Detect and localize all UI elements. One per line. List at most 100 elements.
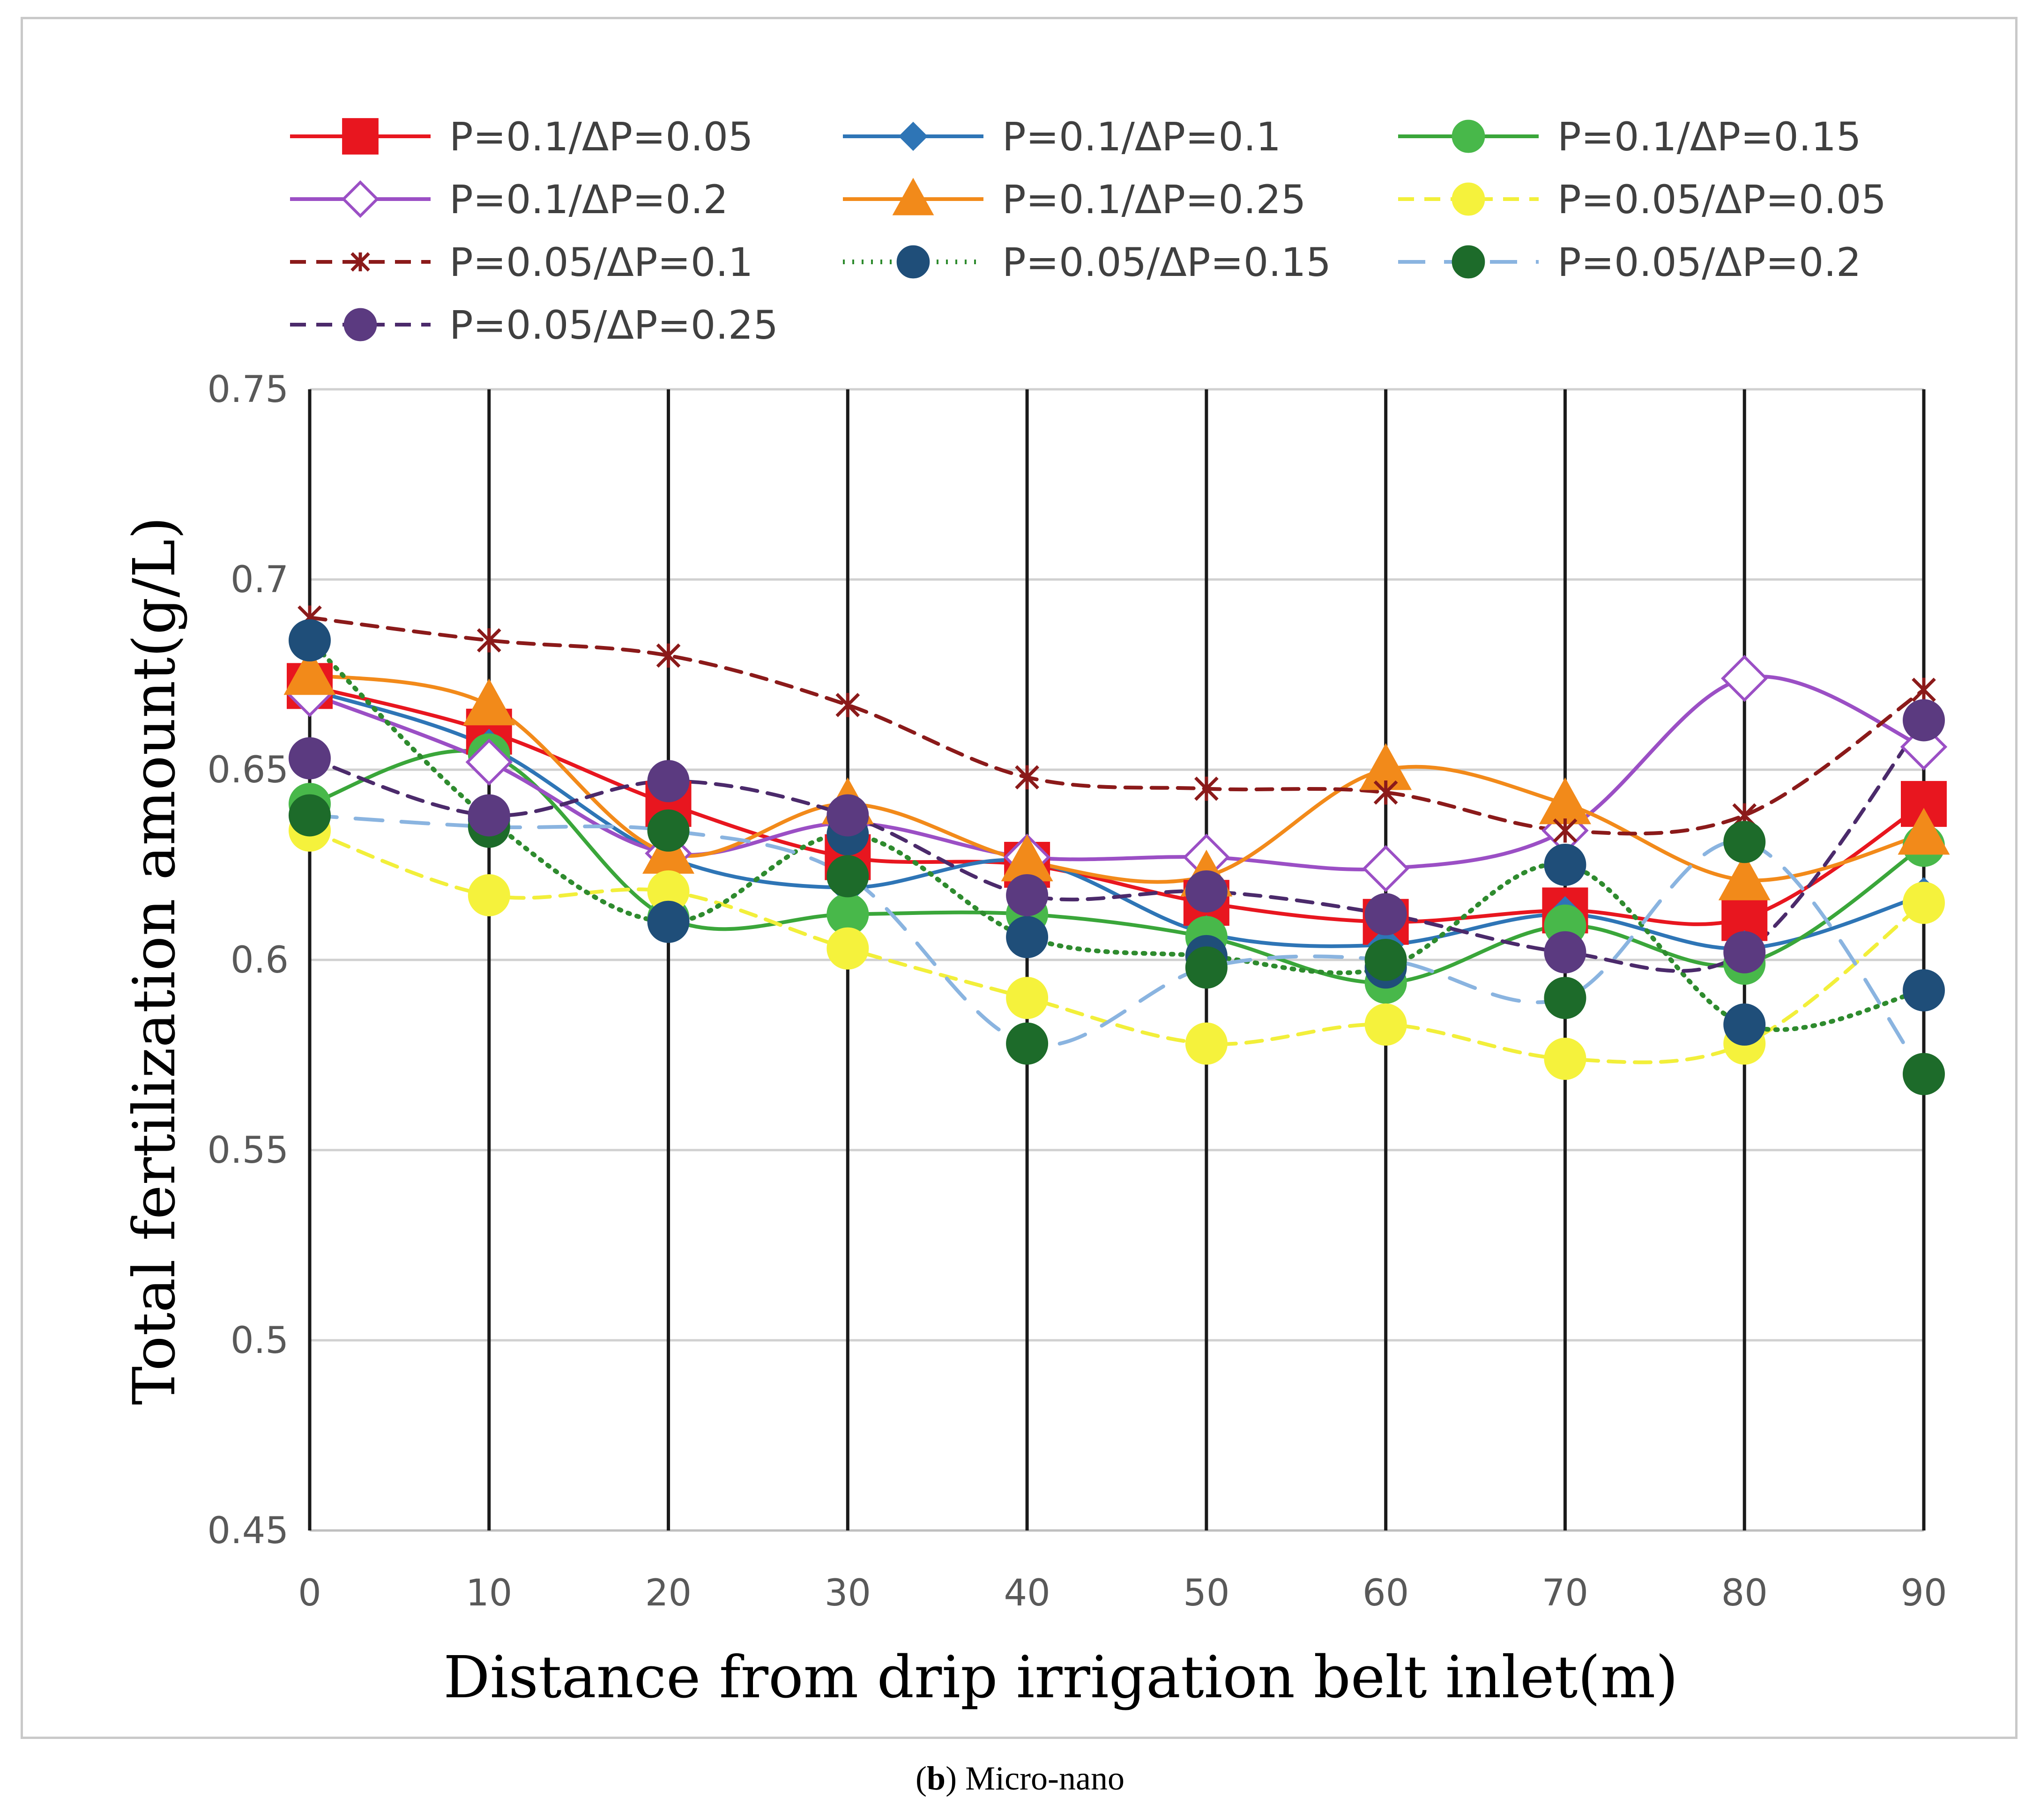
- series-line-4: [308, 675, 1926, 871]
- x-tick-label: 90: [1900, 1572, 1947, 1614]
- x-tick-label: 40: [1004, 1572, 1050, 1614]
- data-point: [1006, 1022, 1049, 1065]
- data-point: [1015, 765, 1039, 790]
- x-tick-label: 60: [1362, 1572, 1409, 1614]
- series-markers-9: [289, 794, 1945, 1095]
- data-point: [1898, 808, 1950, 855]
- data-point: [1185, 946, 1228, 989]
- data-point: [1912, 677, 1936, 702]
- y-axis-title: Total fertilization amount(g/L): [121, 517, 188, 1405]
- legend-swatch-marker: [1452, 245, 1485, 279]
- x-tick-label: 20: [645, 1572, 692, 1614]
- data-point: [647, 760, 690, 802]
- data-point: [1544, 1038, 1586, 1080]
- legend-item-2: P=0.1/ΔP=0.1: [843, 114, 1281, 160]
- data-point: [289, 794, 331, 837]
- data-point: [1718, 853, 1771, 900]
- data-point: [1723, 1003, 1766, 1046]
- series-line-6: [308, 828, 1926, 1064]
- chart-frame: 0.45 0.5 0.55 0.6 0.65 0.7 0.75 0 10 20 30 40 50 60 7…: [21, 17, 2018, 1739]
- data-point: [656, 643, 681, 668]
- x-axis-ticks: 0 10 20 30 40 50 60 70 80 90: [298, 1572, 1947, 1614]
- data-point: [1194, 776, 1219, 801]
- x-tick-label: 0: [298, 1572, 321, 1614]
- data-point: [1544, 931, 1586, 973]
- series-line-10: [308, 718, 1926, 973]
- data-point: [1373, 780, 1398, 805]
- legend-label: P=0.05/ΔP=0.1: [449, 239, 753, 285]
- legend-swatch-marker: [896, 245, 930, 279]
- line-chart: 0.45 0.5 0.55 0.6 0.65 0.7 0.75 0 10 20 30 40 50 60 7…: [121, 114, 1950, 1711]
- caption-label: b: [927, 1760, 946, 1797]
- data-point: [647, 900, 690, 943]
- data-point: [1553, 818, 1578, 843]
- series-line-7: [308, 616, 1926, 836]
- data-point: [1720, 654, 1768, 702]
- y-tick-label: 0.65: [207, 749, 289, 791]
- legend-swatch-marker: [342, 118, 379, 155]
- data-point: [826, 855, 869, 898]
- series-markers-7: [298, 605, 1936, 843]
- figure-caption: (b) Micro-nano: [916, 1760, 1124, 1797]
- data-point: [1723, 931, 1766, 973]
- legend-item-1: P=0.1/ΔP=0.05: [290, 114, 753, 160]
- data-point: [1364, 939, 1407, 981]
- legend-item-10: P=0.05/ΔP=0.25: [290, 302, 778, 348]
- data-point: [1903, 882, 1945, 924]
- y-tick-label: 0.55: [207, 1129, 289, 1172]
- legend-label: P=0.1/ΔP=0.15: [1557, 114, 1861, 160]
- data-point: [283, 648, 336, 695]
- legend-item-6: P=0.05/ΔP=0.05: [1398, 177, 1886, 223]
- legend-label: P=0.1/ΔP=0.25: [1002, 177, 1306, 223]
- caption-text: Micro-nano: [965, 1760, 1124, 1797]
- data-point: [1903, 1053, 1945, 1095]
- data-point: [1006, 916, 1049, 958]
- legend-swatch-marker: [343, 308, 377, 342]
- legend-item-3: P=0.1/ΔP=0.15: [1398, 114, 1861, 160]
- legend-swatch-marker: [898, 121, 928, 151]
- data-point: [1903, 699, 1945, 742]
- legend-item-5: P=0.1/ΔP=0.25: [843, 177, 1306, 223]
- legend-item-9: P=0.05/ΔP=0.2: [1398, 239, 1861, 285]
- data-point: [1185, 1022, 1228, 1065]
- x-tick-label: 30: [825, 1572, 871, 1614]
- series-line-8: [307, 638, 1926, 1032]
- legend-swatch-marker: [1452, 119, 1485, 153]
- data-point: [826, 927, 869, 970]
- x-tick-label: 50: [1183, 1572, 1229, 1614]
- legend-label: P=0.05/ΔP=0.2: [1557, 239, 1861, 285]
- y-tick-label: 0.5: [231, 1320, 289, 1362]
- data-point: [1364, 893, 1407, 936]
- data-point: [1362, 845, 1409, 892]
- series-line-9: [308, 813, 1926, 1076]
- series-line-5: [308, 673, 1926, 884]
- legend-swatch-marker: [341, 180, 380, 218]
- data-point: [468, 794, 510, 837]
- data-point: [289, 737, 331, 780]
- legend-item-4: P=0.1/ΔP=0.2: [290, 177, 728, 223]
- data-point: [1903, 969, 1945, 1011]
- series-line-1: [308, 684, 1926, 926]
- data-point: [465, 738, 513, 786]
- y-tick-label: 0.75: [207, 369, 289, 411]
- data-point: [289, 619, 331, 661]
- y-tick-label: 0.6: [231, 939, 289, 981]
- x-tick-label: 70: [1542, 1572, 1588, 1614]
- series-line-2: [308, 688, 1926, 951]
- data-point: [1544, 977, 1586, 1019]
- data-point: [1185, 870, 1228, 913]
- legend-label: P=0.05/ΔP=0.15: [1002, 239, 1331, 285]
- legend-label: P=0.1/ΔP=0.1: [1002, 114, 1281, 160]
- x-axis-title: Distance from drip irrigation belt inlet…: [443, 1644, 1678, 1711]
- data-point: [476, 628, 501, 653]
- data-point: [1539, 777, 1591, 825]
- x-tick-label: 10: [466, 1572, 512, 1614]
- x-tick-label: 80: [1721, 1572, 1768, 1614]
- legend-swatch-marker: [350, 252, 370, 272]
- data-point: [647, 809, 690, 852]
- series-markers: [283, 605, 1950, 1095]
- legend-label: P=0.05/ΔP=0.05: [1557, 177, 1886, 223]
- data-point: [468, 874, 510, 916]
- legend-item-8: P=0.05/ΔP=0.15: [843, 239, 1331, 285]
- data-point: [1006, 977, 1049, 1019]
